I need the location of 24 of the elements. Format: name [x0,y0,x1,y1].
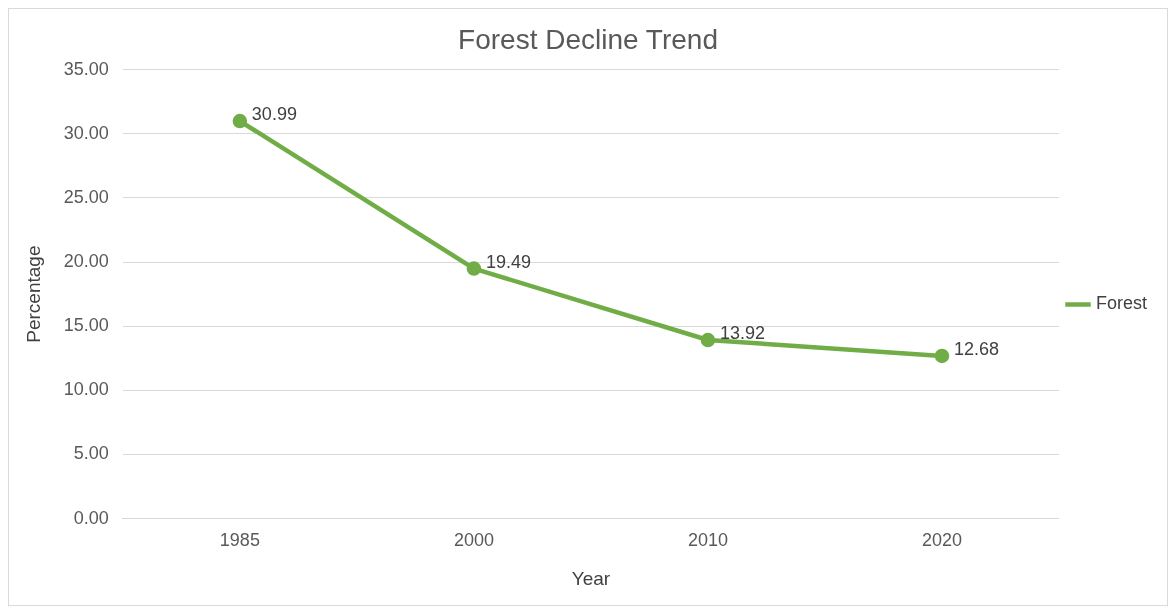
point [466,261,482,276]
x-tick-label: 2000 [453,530,494,551]
x-tick-label: 2020 [921,530,962,551]
y-tick-label: 25.00 [63,186,109,207]
x-axis-title: Year [571,567,611,589]
data-label: 30.99 [251,104,297,125]
y-tick-label: 10.00 [63,379,109,400]
point [934,348,950,364]
y-tick-label: 0.00 [73,507,109,528]
y-tick-label: 15.00 [63,315,109,336]
data-label: 13.92 [719,323,765,343]
point [232,113,248,129]
x-tick-label: 2010 [687,530,728,551]
y-tick-label: 30.00 [63,122,109,143]
point [700,332,716,348]
y-tick-label: 35.00 [63,58,109,79]
y-axis-title: Percentage [22,245,44,343]
y-tick-label: 5.00 [73,443,109,464]
legend-label: Forest [1095,293,1147,314]
y-tick-label: 20.00 [63,251,109,271]
x-tick-label: 1985 [219,530,260,551]
chart-title: Forest Decline Trend [458,23,718,55]
data-label: 19.49 [485,251,531,272]
data-label: 12.68 [953,338,1000,359]
